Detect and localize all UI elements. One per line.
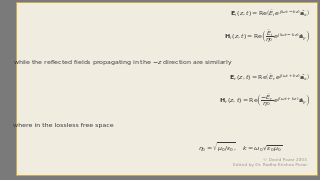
Text: $\mathbf{E}_i\,(z,t) = \mathrm{Re}\left(\tilde{E}_i\,e^{j(\omega t-kz)}\hat{\mat: $\mathbf{E}_i\,(z,t) = \mathrm{Re}\left(… <box>230 8 310 19</box>
Text: $\mathbf{E}_r\,(z,t) = \mathrm{Re}\left(\tilde{E}_r\,e^{j(\omega t+kz)}\hat{\mat: $\mathbf{E}_r\,(z,t) = \mathrm{Re}\left(… <box>229 72 310 83</box>
Text: while the reflected fields propagating in the $-z$ direction are similarly: while the reflected fields propagating i… <box>13 58 232 68</box>
Text: where in the lossless free space: where in the lossless free space <box>13 123 113 128</box>
Text: $\mathbf{H}_r\,(z,t) = \mathrm{Re}\left(\dfrac{-\tilde{E}_r}{\eta_0}\,e^{j(\omeg: $\mathbf{H}_r\,(z,t) = \mathrm{Re}\left(… <box>220 92 310 108</box>
Text: $\eta_0 = \sqrt{\mu_0/\varepsilon_0}, \quad k = \omega_0\sqrt{\varepsilon_0\mu_0: $\eta_0 = \sqrt{\mu_0/\varepsilon_0}, \q… <box>198 140 283 154</box>
Text: $\mathbf{H}_i\,(z,t) = \mathrm{Re}\left(\dfrac{\tilde{E}_i}{\eta_0}\,e^{j(\omega: $\mathbf{H}_i\,(z,t) = \mathrm{Re}\left(… <box>224 28 310 44</box>
Text: © David Pozar 2003
Edited by Dr. Radha Krishna Pozar: © David Pozar 2003 Edited by Dr. Radha K… <box>233 158 307 167</box>
